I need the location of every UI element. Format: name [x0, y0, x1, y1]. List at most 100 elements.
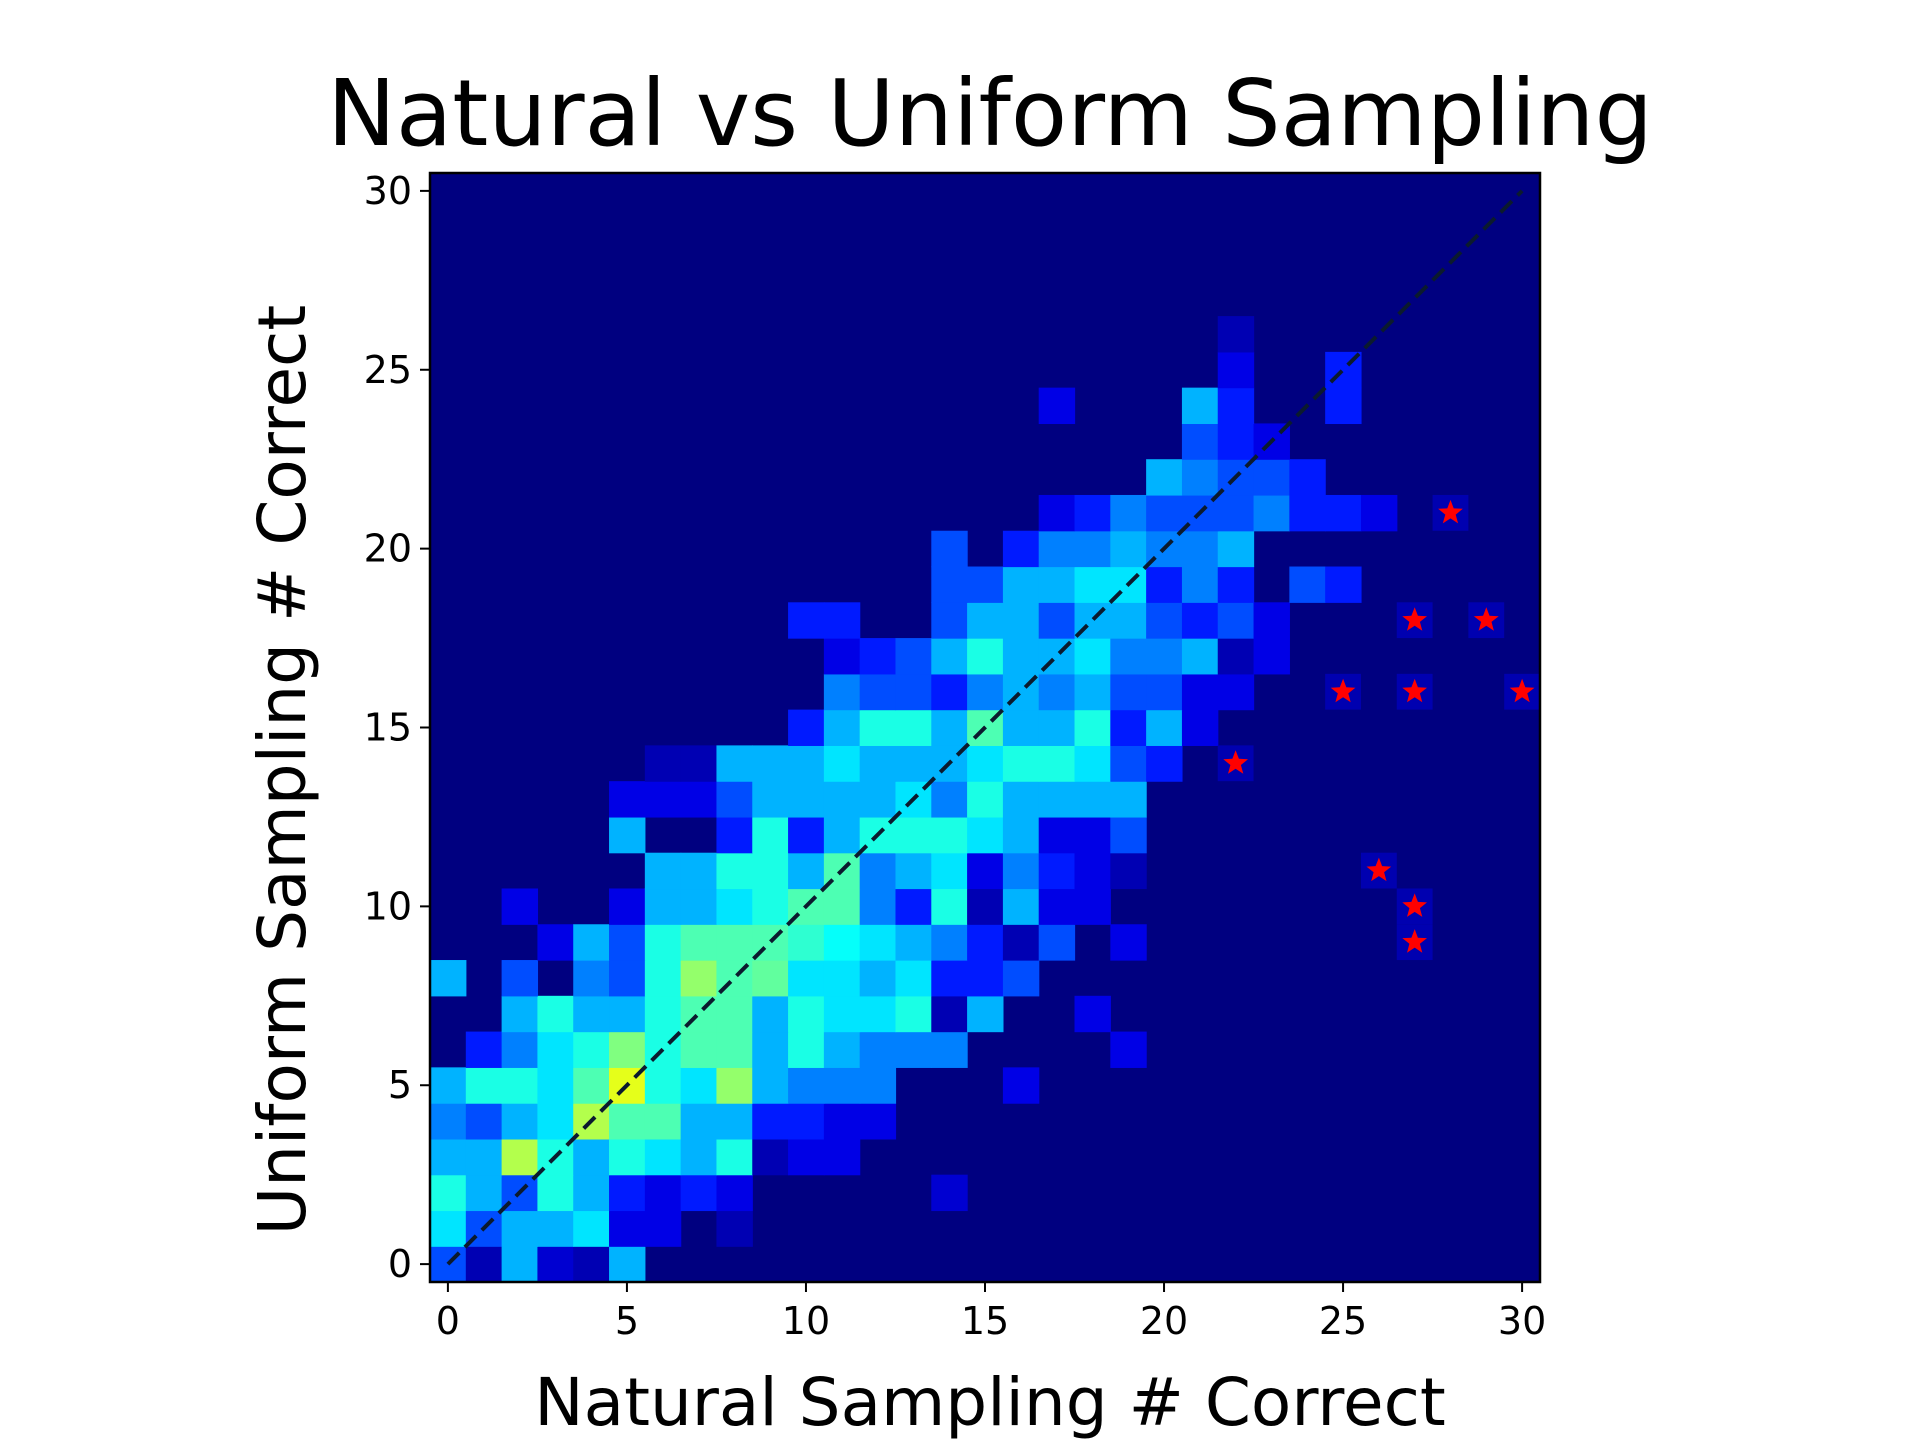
heatmap-cell [895, 852, 932, 890]
heatmap-cell [931, 602, 968, 639]
heatmap-cell [823, 781, 861, 818]
heatmap-cell [823, 673, 861, 711]
heatmap-cell [680, 1067, 718, 1104]
heatmap-cell [680, 852, 718, 890]
heatmap-cell [609, 1031, 646, 1068]
heatmap-cell [1074, 638, 1111, 675]
x-tick-label: 10 [782, 1299, 830, 1343]
heatmap-cell [1289, 494, 1326, 532]
heatmap-cell [823, 1031, 861, 1068]
heatmap-cell [1074, 995, 1111, 1033]
heatmap-cell [465, 1067, 503, 1104]
heatmap-cell [823, 960, 861, 997]
heatmap-cell [609, 781, 646, 818]
x-tick-label: 30 [1498, 1299, 1546, 1343]
heatmap-cell [1181, 673, 1219, 711]
heatmap-cell [788, 1031, 825, 1068]
heatmap-cell [1217, 316, 1255, 353]
heatmap-cell [1038, 387, 1076, 425]
heatmap-cell [788, 960, 825, 997]
heatmap-cell [1002, 781, 1040, 818]
heatmap-cell [609, 995, 646, 1033]
heatmap-cell [788, 995, 825, 1033]
heatmap-cell [644, 1210, 682, 1247]
heatmap-cell [1038, 745, 1076, 782]
heatmap-cell [967, 995, 1004, 1033]
heatmap-cell [609, 1174, 646, 1212]
heatmap-cell [752, 852, 789, 890]
heatmap-cell [680, 1103, 718, 1140]
heatmap-cell [1002, 566, 1040, 603]
y-tick-label: 15 [364, 706, 412, 750]
heatmap-cell [895, 924, 932, 961]
heatmap-cell [644, 1067, 682, 1104]
heatmap-cell [1002, 1067, 1040, 1104]
heatmap-cell [859, 888, 897, 925]
heatmap-cell [1002, 816, 1040, 854]
heatmap-cell [1002, 852, 1040, 890]
heatmap-cell [859, 709, 897, 746]
heatmap-cell [644, 852, 682, 890]
heatmap-cell [1002, 602, 1040, 639]
y-tick-label: 5 [388, 1063, 412, 1107]
heatmap-cell [967, 960, 1004, 997]
heatmap-cell [644, 924, 682, 961]
x-tick-label: 20 [1140, 1299, 1188, 1343]
heatmap-cell [501, 1067, 539, 1104]
heatmap-cell [788, 1138, 825, 1176]
heatmap-cell [680, 781, 718, 818]
star-marker [1402, 607, 1427, 631]
heatmap-cell [537, 1246, 574, 1283]
heatmap-cell [609, 924, 646, 961]
heatmap-cell [931, 852, 968, 890]
heatmap-cell [752, 745, 789, 782]
heatmap-cell [573, 924, 610, 961]
y-axis-label: Uniform Sampling # Correct [244, 305, 321, 1235]
y-tick-label: 20 [364, 527, 412, 571]
plot-area [428, 171, 1542, 1284]
heatmap-cell [1217, 566, 1255, 603]
heatmap-cell [1146, 566, 1183, 603]
heatmap-cell [1002, 888, 1040, 925]
heatmap-cell [967, 924, 1004, 961]
heatmap-cell [1146, 459, 1183, 496]
heatmap-cell [644, 745, 682, 782]
heatmap-cell [967, 673, 1004, 711]
star-marker [1402, 893, 1427, 917]
star-marker [1402, 678, 1427, 703]
heatmap-cell [501, 1246, 539, 1283]
heatmap-cell [1002, 745, 1040, 782]
heatmap-cell [716, 781, 753, 818]
heatmap-cell [967, 602, 1004, 639]
heatmap-cell [609, 1138, 646, 1176]
star-marker [1366, 857, 1392, 882]
heatmap-cell [573, 1246, 610, 1283]
heatmap-cell [859, 852, 897, 890]
heatmap-cell [1074, 745, 1111, 782]
heatmap-cell [501, 888, 539, 925]
heatmap-cell [823, 602, 861, 639]
heatmap-cell [967, 852, 1004, 890]
heatmap-cell [1289, 566, 1326, 603]
heatmap-cell [931, 924, 968, 961]
heatmap-cell [931, 638, 968, 675]
x-tick-label: 25 [1319, 1299, 1367, 1343]
heatmap-cell [931, 960, 968, 997]
heatmap-cell [537, 924, 574, 961]
heatmap-cell [1110, 673, 1147, 711]
heatmap-cell [859, 995, 897, 1033]
heatmap-cell [1110, 924, 1147, 961]
heatmap-cell [430, 960, 467, 997]
x-axis: 0 5 10 15 20 25 30 [436, 1282, 1546, 1343]
heatmap-cell [1217, 638, 1255, 675]
heatmap-cell [1181, 602, 1219, 639]
heatmap-cell [895, 673, 932, 711]
heatmap-cell [644, 960, 682, 997]
heatmap-cell [644, 1174, 682, 1212]
heatmap-cell [859, 781, 897, 818]
heatmap-cell [752, 781, 789, 818]
heatmap-cell [1110, 745, 1147, 782]
heatmap-cell [465, 1103, 503, 1140]
heatmap-cell [895, 638, 932, 675]
heatmap-cell [1038, 530, 1076, 568]
